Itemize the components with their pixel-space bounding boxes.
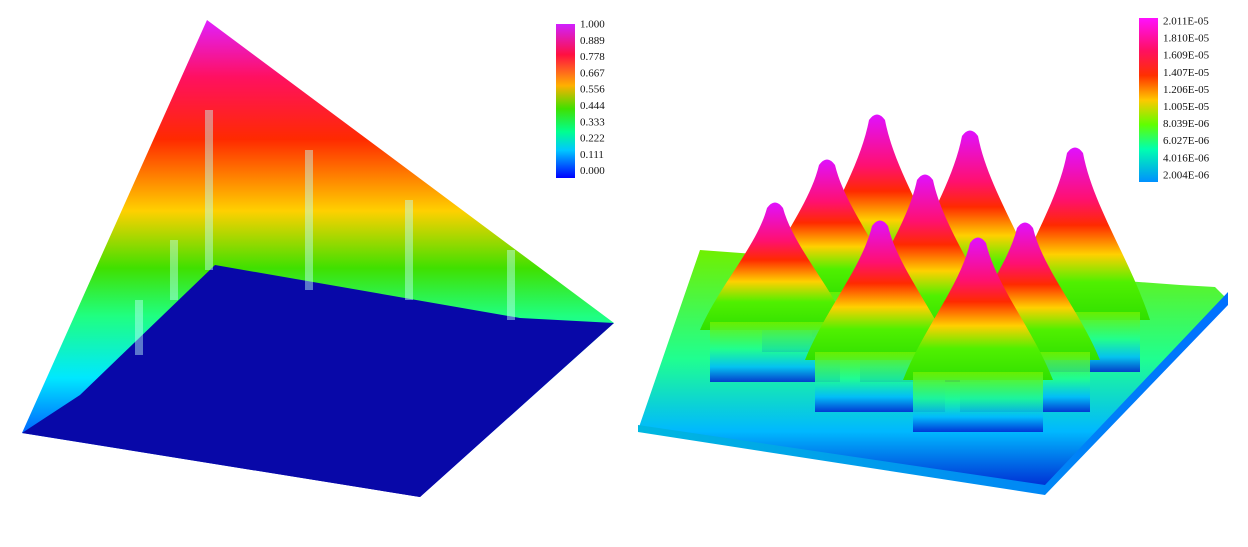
- colorbar-label: 2.011E-05: [1163, 16, 1209, 28]
- colorbar-label: 8.039E-06: [1163, 118, 1210, 130]
- colorbar-label: 2.004E-06: [1163, 169, 1210, 181]
- colorbar-label: 0.333: [580, 116, 605, 128]
- colorbar-label: 6.027E-06: [1163, 135, 1210, 147]
- peaks: [700, 114, 1150, 432]
- colorbar-label: 0.889: [580, 35, 605, 47]
- colorbar-label: 1.609E-05: [1163, 50, 1210, 62]
- left-surface: [22, 20, 614, 497]
- peak: [903, 237, 1053, 380]
- ridges: [135, 110, 515, 355]
- peak-shoulder: [913, 372, 1043, 432]
- colorbar-label: 0.222: [580, 133, 605, 145]
- surface-floor: [22, 265, 614, 497]
- colorbar-label: 0.667: [580, 67, 605, 79]
- colorbar-label: 1.206E-05: [1163, 84, 1210, 96]
- colorbar-label: 0.778: [580, 51, 605, 63]
- colorbar-label: 0.444: [580, 100, 605, 112]
- colorbar-label: 1.005E-05: [1163, 101, 1210, 113]
- colorbar-label: 0.000: [580, 165, 605, 177]
- colorbar-label: 1.407E-05: [1163, 67, 1210, 79]
- right-surface: [638, 114, 1228, 495]
- colorbar-label: 4.016E-06: [1163, 152, 1210, 164]
- right-colorbar: [1139, 18, 1158, 182]
- colorbar-labels: 1.000 0.889 0.778 0.667 0.556 0.444 0.333 0.222…: [580, 16, 1210, 182]
- colorbar-label: 1.000: [580, 19, 605, 31]
- colorbar-label: 0.111: [580, 149, 604, 161]
- peak: [700, 202, 850, 330]
- colorbar-label: 1.810E-05: [1163, 33, 1210, 45]
- left-colorbar: [556, 24, 575, 178]
- peak: [805, 220, 955, 360]
- colorbar-label: 0.556: [580, 84, 605, 96]
